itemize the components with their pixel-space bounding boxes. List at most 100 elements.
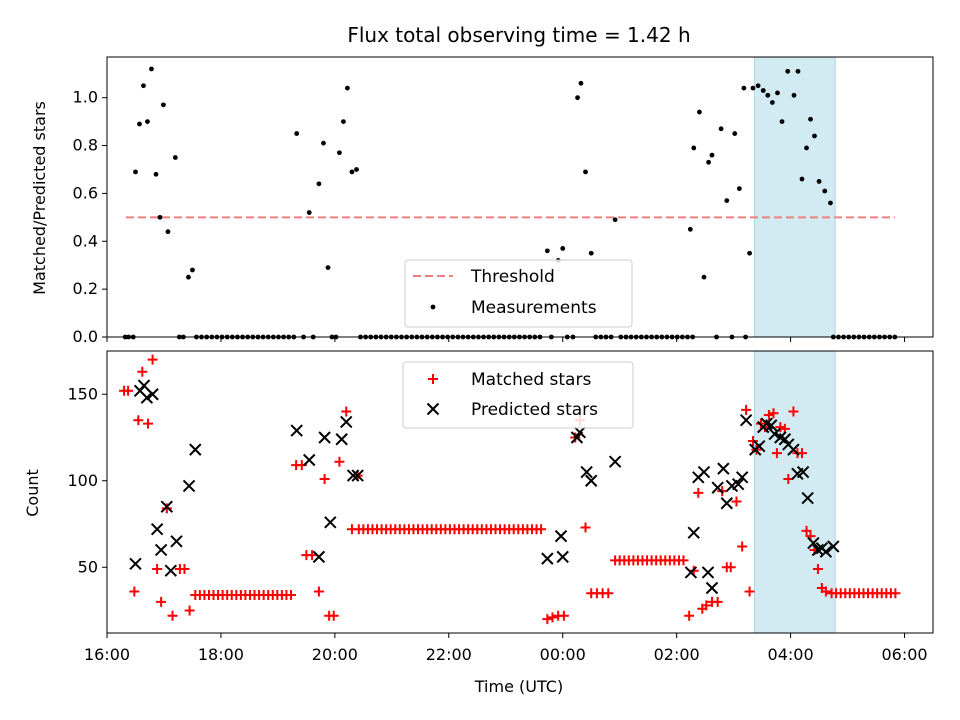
measurement-point [822,188,828,194]
predicted-star-point [735,471,749,484]
measurement-point [190,267,195,273]
predicted-star-point [154,543,168,557]
matched-star-point [542,614,553,625]
matched-star-point [137,366,148,377]
legend-measurements-label: Measurements [471,298,597,318]
matched-star-point [133,415,144,426]
predicted-star-point [290,424,303,437]
predicted-star-point [556,550,569,564]
matched-star-point [328,610,339,621]
measurement-point [137,121,142,127]
predicted-star-point [129,557,142,571]
predicted-star-point [697,465,711,479]
predicted-star-point [150,522,164,536]
measurement-point [736,186,742,192]
predicted-star-point [753,439,766,453]
matched-star-point [147,354,158,365]
measurement-point [133,169,138,175]
matched-star-point [129,586,140,597]
measurement-point [709,152,715,158]
measurement-point [812,133,817,139]
top-ytick-label: 0.8 [73,136,98,155]
measurement-point [691,145,697,151]
measurement-point [612,217,618,223]
matched-star-point [788,406,799,417]
measurement-point [799,176,805,182]
measurement-point [145,119,150,125]
measurement-point [316,181,322,187]
predicted-star-point [739,413,753,427]
matched-star-point [684,610,695,621]
bottom-ytick-label: 100 [67,471,98,490]
matched-star-point [536,524,547,535]
measurement-point [560,246,566,251]
bottom-ytick-label: 150 [67,384,98,403]
measurement-point [747,250,752,256]
predicted-star-point [701,566,715,579]
measurement-point [186,274,191,280]
predicted-star-point [541,552,554,565]
measurement-point [344,85,350,91]
measurement-point [808,116,813,122]
predicted-star-point [819,545,833,558]
top-highlight-span [754,56,836,338]
measurement-point [153,171,159,177]
measurement-point [578,80,584,86]
predicted-star-point [807,536,820,550]
matched-star-point [741,404,752,415]
matched-star-point [731,496,742,507]
measurement-point [588,250,594,256]
predicted-star-point [146,388,159,401]
predicted-star-point [573,426,587,439]
measurement-point [165,229,171,235]
predicted-star-point [351,469,364,482]
xtick-label: 20:00 [312,645,358,664]
measurement-point [544,248,550,254]
predicted-star-point [340,415,353,429]
predicted-star-point [801,491,814,505]
matched-star-point [156,596,167,607]
matched-star-point [603,588,614,599]
measurement-point [779,119,785,125]
matched-star-point [184,605,195,616]
matched-star-point [744,586,755,597]
predicted-star-point [189,443,202,456]
measurement-point [172,155,178,160]
measurement-point [325,265,331,270]
matched-star-point [768,408,779,419]
matched-star-point [775,422,786,433]
measurement-point [354,167,359,172]
legend-predicted-label: Predicted stars [471,400,598,420]
matched-star-point [820,586,831,597]
predicted-star-point [318,431,331,444]
predicted-star-point [584,474,598,487]
predicted-star-point [717,462,730,475]
matched-star-point [763,410,774,421]
predicted-star-point [720,497,733,510]
bottom-ytick-label: 50 [78,557,98,576]
matched-star-point [812,563,823,574]
measurement-point [750,85,756,91]
xtick-label: 18:00 [198,645,244,664]
measurement-point [769,100,775,105]
measurement-point [755,83,761,89]
measurement-point [741,85,747,91]
predicted-star-point [580,465,593,479]
matched-star-point [580,522,591,533]
legend-predicted-swatch [426,402,440,416]
matched-star-point [890,588,901,599]
legend-matched-swatch [428,374,438,384]
top-ytick-label: 0.0 [73,327,98,346]
matched-star-point [179,563,190,574]
predicted-star-point [140,391,154,404]
measurement-point [701,274,707,280]
measurement-point [160,102,166,108]
measurement-point [706,159,711,165]
matched-star-point [693,487,704,498]
measurement-point [337,150,342,156]
matched-star-point [167,610,178,621]
top-legend [404,259,633,328]
legend-measurements-swatch [430,304,436,310]
xtick-label: 06:00 [881,645,927,664]
predicted-star-point [684,566,698,579]
